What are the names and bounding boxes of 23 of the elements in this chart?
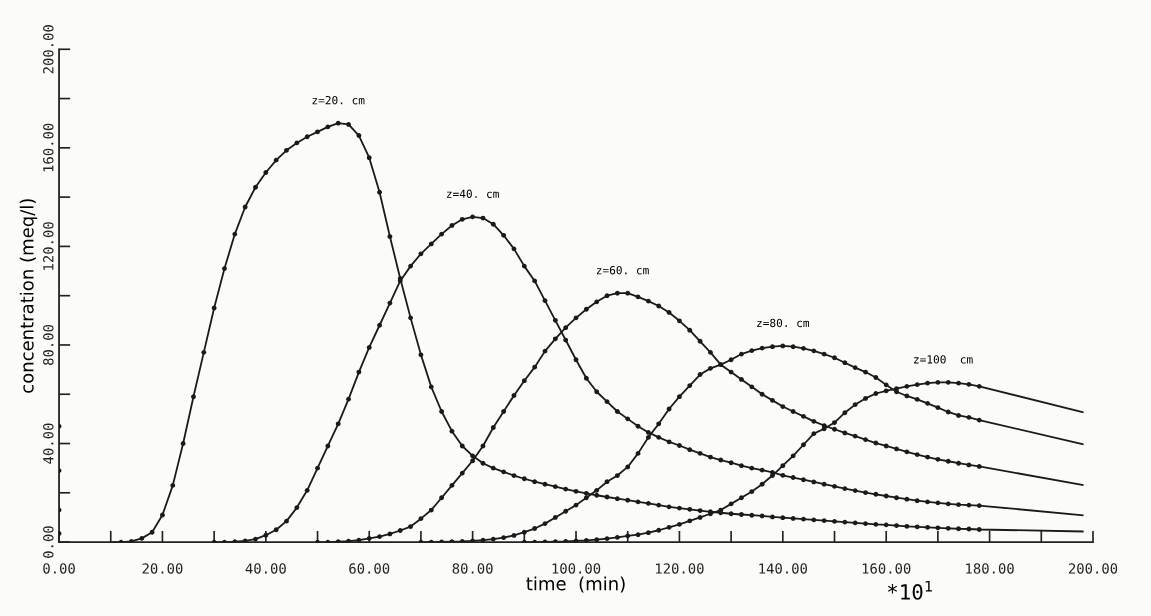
y-axis-title: concentration (meq/l) bbox=[19, 199, 38, 393]
x-tick-label: 20.00 bbox=[142, 563, 183, 574]
x-tick-label: 40.00 bbox=[245, 563, 286, 574]
x-tick-label: 200.00 bbox=[1068, 563, 1118, 574]
x-tick-label: 80.00 bbox=[452, 563, 493, 574]
y-tick-label: 80.00 bbox=[43, 324, 54, 365]
x-tick-label: 60.00 bbox=[349, 563, 390, 574]
annotation: z=40. cm bbox=[446, 189, 499, 199]
text: *10$^{1}$ bbox=[887, 580, 932, 600]
y-tick-label: 40.00 bbox=[43, 423, 54, 464]
y-tick-label: 120.00 bbox=[43, 222, 54, 270]
annotation: z=100 cm bbox=[914, 355, 973, 364]
x-tick-label: 100.00 bbox=[552, 563, 601, 574]
annotation: z=60. cm bbox=[596, 265, 649, 275]
y-tick-label: 200.00 bbox=[43, 25, 54, 74]
y-tick-label: 160.00 bbox=[43, 123, 54, 172]
x-tick-label: 160.00 bbox=[862, 563, 911, 574]
annotation: z=80. cm bbox=[757, 318, 810, 328]
x-tick-label: 180.00 bbox=[966, 563, 1014, 574]
x-tick-label: 120.00 bbox=[656, 563, 704, 574]
x-axis-title: time (min) bbox=[526, 576, 625, 593]
x-tick-label: 140.00 bbox=[759, 563, 807, 574]
annotation: z=20. cm bbox=[312, 95, 365, 105]
